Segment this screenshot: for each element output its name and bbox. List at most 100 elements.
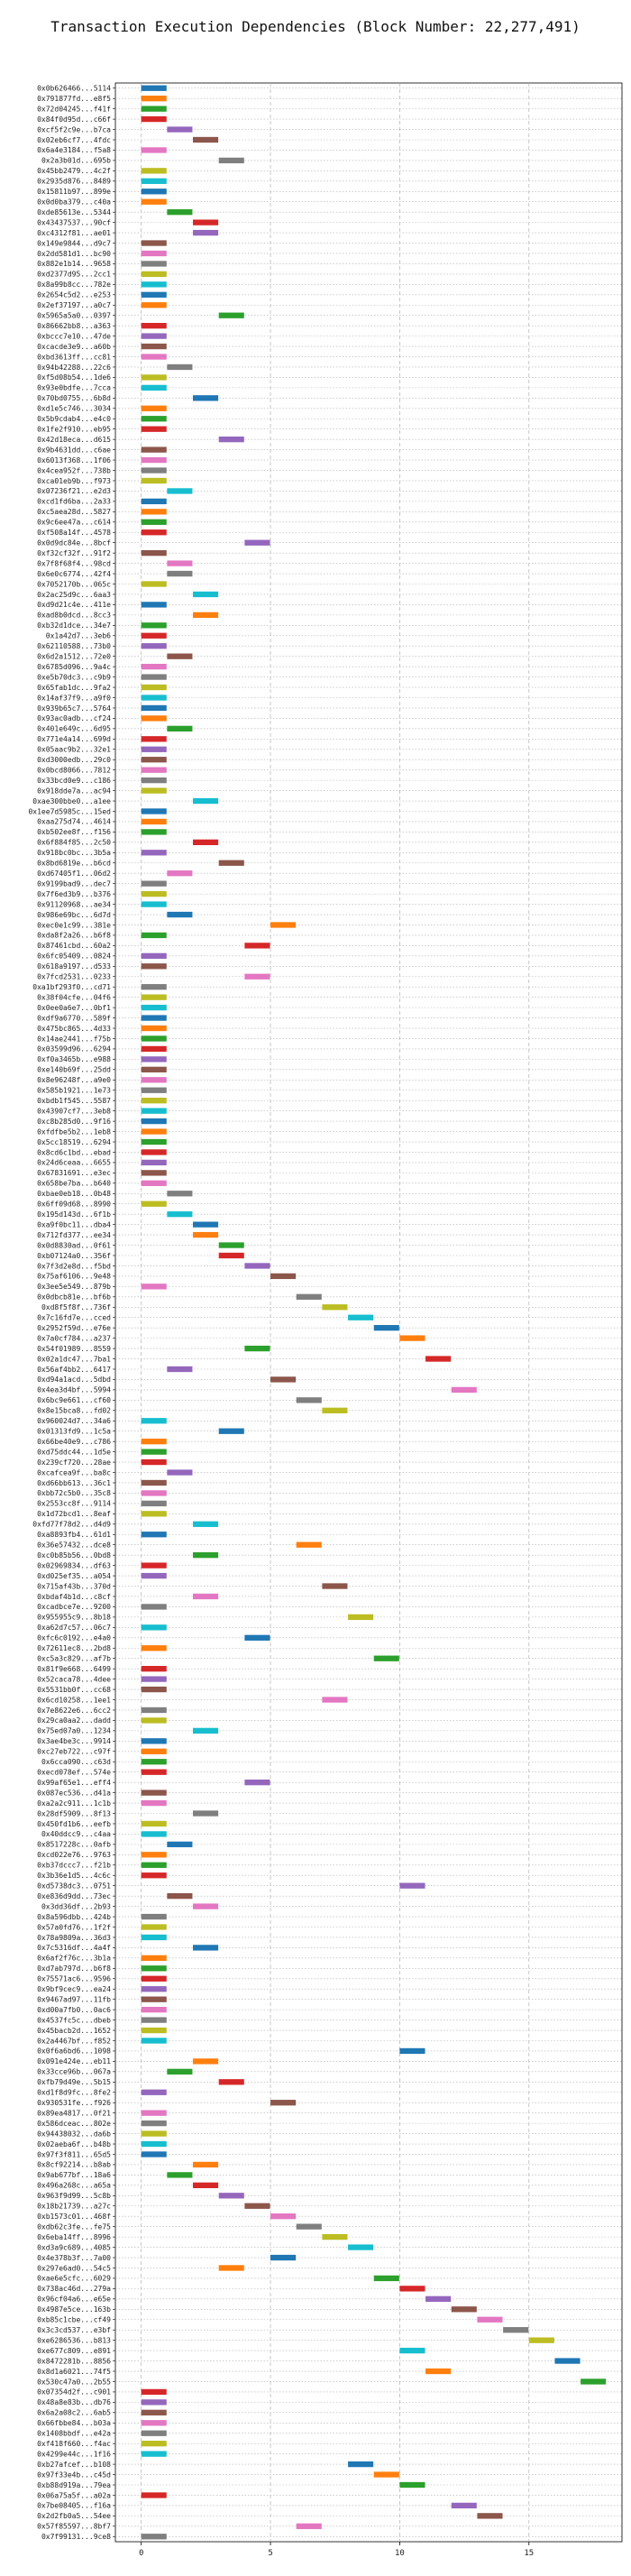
transaction-bar [141,1283,167,1290]
transaction-bar [348,2244,374,2250]
transaction-bar [141,1500,167,1507]
transaction-label: 0x6cca090...c63d [41,1758,111,1766]
transaction-label: 0x930531fe...f926 [37,2099,111,2107]
transaction-label: 0x658be7ba...b640 [37,1180,111,1188]
transaction-label: 0xc0b85b56...0bd8 [37,1551,111,1559]
transaction-label: 0xca01eb9b...f973 [37,477,111,485]
transaction-bar [141,901,167,907]
transaction-label: 0x8bd6819e...b6cd [37,860,111,868]
transaction-bar [141,189,167,195]
transaction-label: 0x091e424e...eb11 [37,2057,111,2065]
transaction-bar [141,1004,167,1011]
transaction-label: 0x1d72bcd1...8eaf [37,1510,111,1518]
transaction-label: 0xc27eb722...c97f [37,1748,111,1756]
transaction-label: 0xc8b285d0...9f16 [37,1118,111,1126]
transaction-label: 0x9b4631dd...c6ae [37,446,111,454]
transaction-label: 0x087ec536...d41a [37,1789,111,1797]
transaction-label: 0x4987e5ce...163b [37,2305,111,2314]
transaction-bar [244,1779,270,1786]
transaction-bar [322,1304,348,1311]
transaction-label: 0x9ab677bf...18a6 [37,2171,111,2179]
transaction-bar [141,890,167,897]
transaction-label: 0x14af37f9...a9f0 [37,694,111,702]
transaction-label: 0x939b65c7...5764 [37,704,111,713]
transaction-label: 0x28df5909...8f13 [37,1809,111,1817]
transaction-label: 0x0d0ba379...c40a [37,198,111,207]
transaction-label: 0x91120968...ae34 [37,900,111,908]
transaction-bar [141,1449,167,1455]
transaction-bar [141,2534,167,2540]
transaction-label: 0x2ac25d9c...6aa3 [37,591,111,599]
transaction-bar [141,1924,167,1930]
transaction-label: 0x7c5316df...4a4f [37,1944,111,1952]
transaction-label: 0x6a4e3184...f5a8 [37,146,111,154]
transaction-bar [141,695,167,701]
transaction-bar [141,2420,167,2426]
transaction-label: 0xde85613e...5344 [37,208,111,216]
transaction-bar [348,2461,374,2468]
transaction-bar [141,1087,167,1093]
transaction-bar [373,2275,399,2282]
transaction-bar [141,1996,167,2002]
transaction-label: 0x496a268c...a65a [37,2182,111,2190]
transaction-label: 0x94b42288...22c6 [37,363,111,372]
transaction-label: 0xa1bf293f0...cd71 [32,983,111,991]
transaction-label: 0xd75ddc44...1d5e [37,1448,111,1456]
transaction-label: 0x1ee7d5985c...15ed [28,807,111,815]
transaction-label: 0xe6286536...b813 [37,2336,111,2344]
transaction-label: 0x585b1921...1e73 [37,1087,111,1095]
transaction-label: 0x6f884f85...2c50 [37,839,111,847]
transaction-bar [167,1191,193,1197]
transaction-bar [141,952,167,959]
transaction-label: 0x960024d7...34a6 [37,1417,111,1425]
transaction-label: 0x6eba14ff...8996 [37,2233,111,2241]
transaction-label: 0x93ac0adb...cf24 [37,714,111,722]
transaction-bar [193,1231,219,1238]
transaction-bar [141,1159,167,1166]
x-tick-label: 15 [524,2549,534,2558]
transaction-bar [193,136,219,143]
transaction-label: 0xc5aea28d...5827 [37,508,111,516]
transaction-label: 0x40ddcc9...c4aa [41,1830,111,1838]
transaction-bar [141,1676,167,1682]
transaction-label: 0x0f6a6bd6...1098 [37,2047,111,2056]
transaction-label: 0xd025ef35...a054 [37,1572,111,1580]
transaction-label: 0x8cd6c1bd...ebad [37,1148,111,1156]
transaction-bar [167,1892,193,1900]
transaction-bar [399,2481,425,2489]
transaction-label: 0x8cf92214...b8ab [37,2161,111,2169]
transaction-label: 0x89ea4817...0f21 [37,2109,111,2117]
transaction-label: 0x2a4467bf...f852 [37,2037,111,2045]
transaction-label: 0x70bd0755...6b8d [37,394,111,402]
transaction-bar [167,1366,193,1373]
transaction-bar [141,1666,167,1672]
transaction-label: 0x75571ac6...9596 [37,1975,111,1983]
transaction-label: 0xf5d08b54...1de6 [37,373,111,382]
transaction-label: 0xd9d21c4e...411e [37,601,111,609]
transaction-label: 0x5531bb0f...cc68 [37,1686,111,1694]
transaction-bar [218,2265,244,2271]
transaction-label: 0x15811b97...899e [37,188,111,196]
transaction-label: 0x4537fc5c...dbeb [37,2016,111,2024]
transaction-label: 0x6bc9e661...cf60 [37,1396,111,1404]
transaction-label: 0x72d04245...f41f [37,105,111,113]
transaction-bar [141,581,167,587]
transaction-bar [141,1098,167,1104]
transaction-label: 0x9c6ee47a...c614 [37,519,111,527]
transaction-bar [141,1572,167,1579]
transaction-bar [141,1645,167,1651]
transaction-bar [141,1108,167,1114]
transaction-label: 0x65fab1dc...9fa2 [37,684,111,692]
transaction-label: 0xcd1fd6ba...2a33 [37,498,111,506]
transaction-label: 0xa8893fb4...61d1 [37,1531,111,1539]
transaction-bar [270,2100,297,2106]
transaction-label: 0xcd022e76...9763 [37,1851,111,1859]
transaction-label: 0x2ef37197...a0c7 [37,301,111,309]
transaction-label: 0x36e57432...dce8 [37,1541,111,1550]
transaction-label: 0x771e4a14...699d [37,735,111,743]
transaction-bar [141,829,167,835]
transaction-bar [167,560,193,566]
transaction-label: 0x99af65e1...eff4 [37,1779,111,1787]
transaction-bar [141,333,167,339]
transaction-bar [141,1820,167,1827]
